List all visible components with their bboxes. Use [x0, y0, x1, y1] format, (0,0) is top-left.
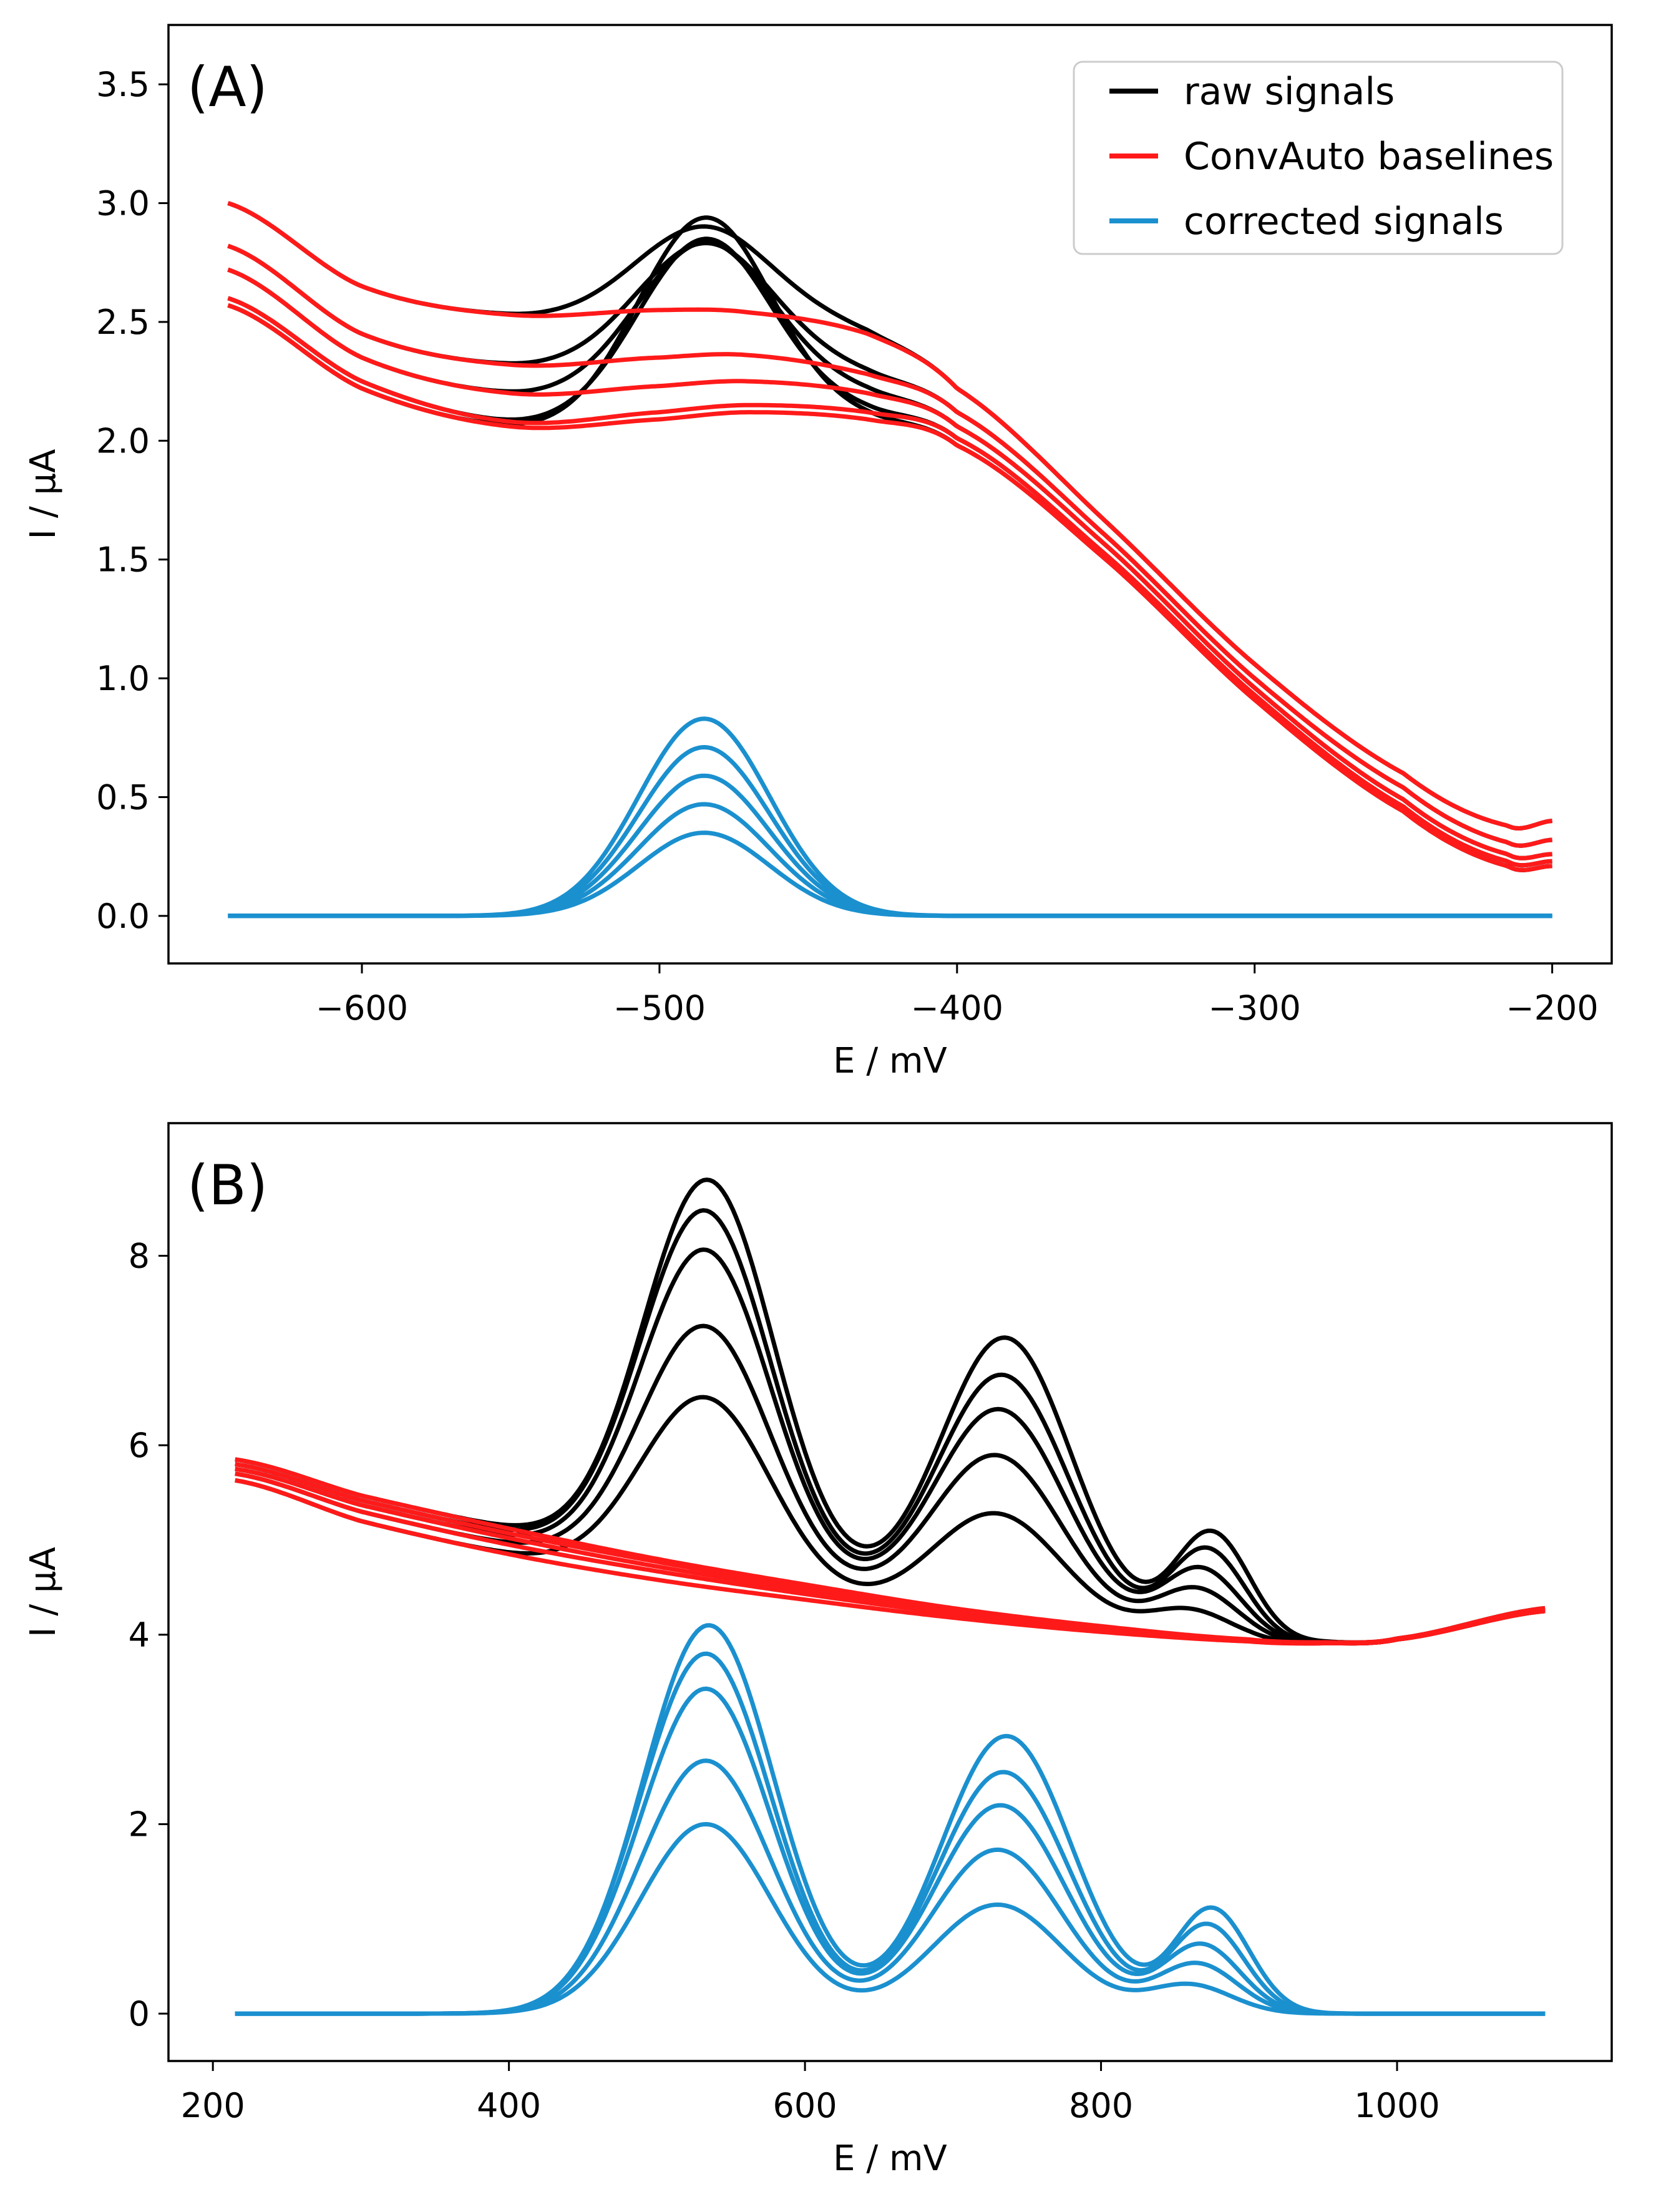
y-tick-label: 8	[129, 1237, 150, 1276]
x-axis-label: E / mV	[833, 2138, 947, 2179]
legend-entry: corrected signals	[1184, 200, 1504, 243]
corrected-signal-line	[235, 1822, 1546, 2016]
convauto-baseline-line	[235, 1478, 1546, 1646]
x-tick-label: −500	[613, 988, 706, 1028]
corrected-signal-line	[235, 1758, 1546, 2016]
y-tick-label: 1.0	[96, 659, 150, 698]
corrected-signal-line	[228, 802, 1552, 918]
x-tick-label: −400	[911, 988, 1003, 1028]
corrected-signal-line	[235, 1623, 1546, 2016]
convauto-baseline-line	[227, 296, 1552, 868]
axes-frame	[167, 1122, 1613, 2062]
y-tick-label: 0.5	[96, 777, 150, 817]
convauto-baseline-line	[235, 1462, 1546, 1646]
raw-signal-line	[235, 1177, 1546, 1645]
panel-label: (A)	[187, 55, 268, 119]
corrected-signal-line	[228, 773, 1552, 918]
x-tick-label: −200	[1506, 988, 1598, 1028]
y-tick-label: 2	[129, 1805, 150, 1844]
raw-signal-line	[227, 236, 1552, 868]
raw-signal-line	[235, 1247, 1546, 1645]
x-tick-label: 400	[477, 2086, 541, 2125]
convauto-baseline-line	[235, 1466, 1546, 1646]
y-axis-label: I / μA	[23, 1547, 64, 1637]
convauto-baseline-line	[227, 243, 1552, 848]
x-tick-label: 1000	[1354, 2086, 1439, 2125]
x-tick-label: −300	[1209, 988, 1301, 1028]
y-tick-label: 0	[129, 1994, 150, 2034]
y-axis-label: I / μA	[23, 449, 64, 540]
legend-entry: ConvAuto baselines	[1184, 135, 1554, 178]
x-tick-label: 600	[773, 2086, 837, 2125]
legend-entry: raw signals	[1184, 70, 1395, 114]
panel-a: −600 −500 −400 −300 −200 0.0 0.5 1.0 1.5 2.0 2.5 3.…	[23, 24, 1613, 1081]
convauto-baseline-line	[227, 267, 1552, 860]
raw-signal-line	[235, 1323, 1546, 1646]
x-axis-label: E / mV	[833, 1041, 947, 1081]
y-tick-label: 0.0	[96, 897, 150, 936]
panel-label: (B)	[187, 1153, 268, 1217]
axes-frame	[167, 24, 1613, 965]
plot-area	[227, 201, 1552, 918]
y-tick-label: 3.5	[96, 65, 150, 104]
y-tick-label: 1.5	[96, 540, 150, 580]
corrected-signal-line	[228, 831, 1552, 918]
x-tick-label: 200	[181, 2086, 245, 2125]
convauto-baseline-line	[235, 1457, 1546, 1645]
y-tick-label: 3.0	[96, 184, 150, 223]
legend-frame	[1073, 61, 1564, 255]
corrected-signal-line	[228, 716, 1552, 918]
legend: raw signals ConvAuto baselines corrected s…	[1073, 61, 1564, 255]
y-tick-label: 2.0	[96, 421, 150, 460]
convauto-baseline-line	[227, 201, 1552, 831]
raw-signal-line	[227, 201, 1552, 831]
y-tick-label: 6	[129, 1426, 150, 1465]
y-tick-label: 2.5	[96, 303, 150, 342]
y-tick-label: 4	[129, 1615, 150, 1655]
x-tick-label: 800	[1069, 2086, 1133, 2125]
x-tick-label: −600	[316, 988, 408, 1028]
convauto-baseline-line	[227, 303, 1552, 872]
panel-b: 200 400 600 800 1000 0 2 4 6 8 E / mV I / μA (B)	[23, 1122, 1613, 2179]
plot-area	[235, 1177, 1546, 2016]
